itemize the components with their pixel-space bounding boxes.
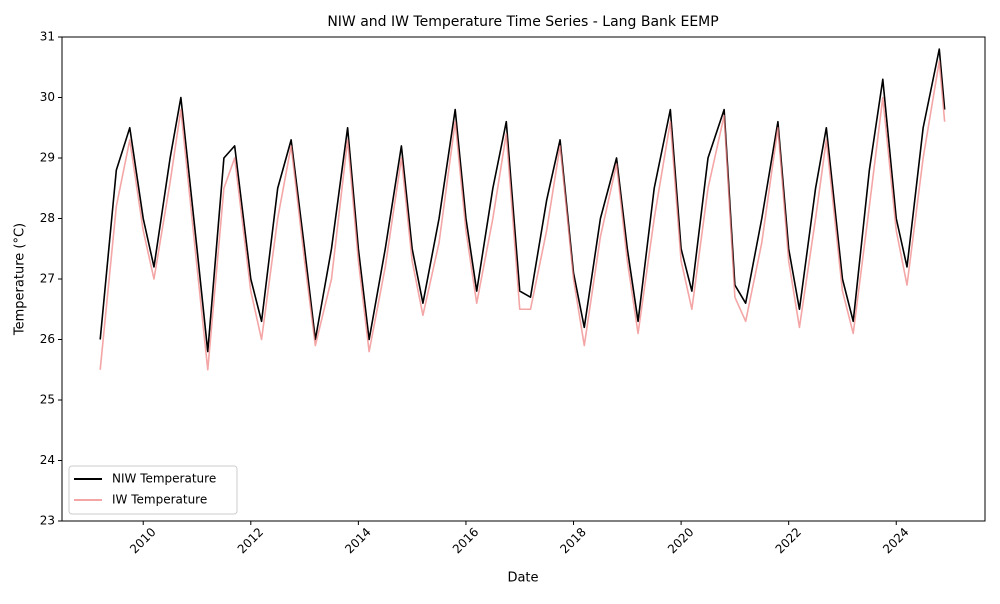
y-tick-label: 30 (40, 90, 55, 104)
chart-title: NIW and IW Temperature Time Series - Lan… (327, 14, 718, 30)
y-tick-label: 25 (40, 393, 55, 407)
plot-frame (61, 36, 986, 522)
x-tick-label: 2024 (880, 525, 911, 556)
y-tick-label: 27 (40, 272, 55, 286)
y-tick-label: 26 (40, 332, 55, 346)
legend-label: IW Temperature (112, 493, 207, 507)
x-tick-label: 2012 (235, 525, 266, 556)
y-tick-label: 31 (40, 30, 55, 44)
legend: NIW Temperature IW Temperature (68, 465, 238, 515)
x-tick-label: 2022 (773, 525, 804, 556)
y-tick-label: 24 (40, 453, 55, 467)
y-tick-label: 28 (40, 211, 55, 225)
y-tick-label: 23 (40, 514, 55, 528)
x-tick-label: 2016 (450, 525, 481, 556)
series-line (99, 48, 946, 353)
legend-box (68, 465, 238, 515)
series-line (99, 60, 946, 371)
y-axis-label: Temperature (°C) (13, 223, 28, 336)
y-tick-label: 29 (40, 151, 55, 165)
x-tick-label: 2010 (127, 525, 158, 556)
x-tick-label: 2018 (557, 525, 588, 556)
x-axis-label: Date (507, 571, 538, 586)
x-tick-label: 2014 (342, 525, 373, 556)
legend-label: NIW Temperature (112, 472, 216, 486)
x-tick-label: 2020 (665, 525, 696, 556)
